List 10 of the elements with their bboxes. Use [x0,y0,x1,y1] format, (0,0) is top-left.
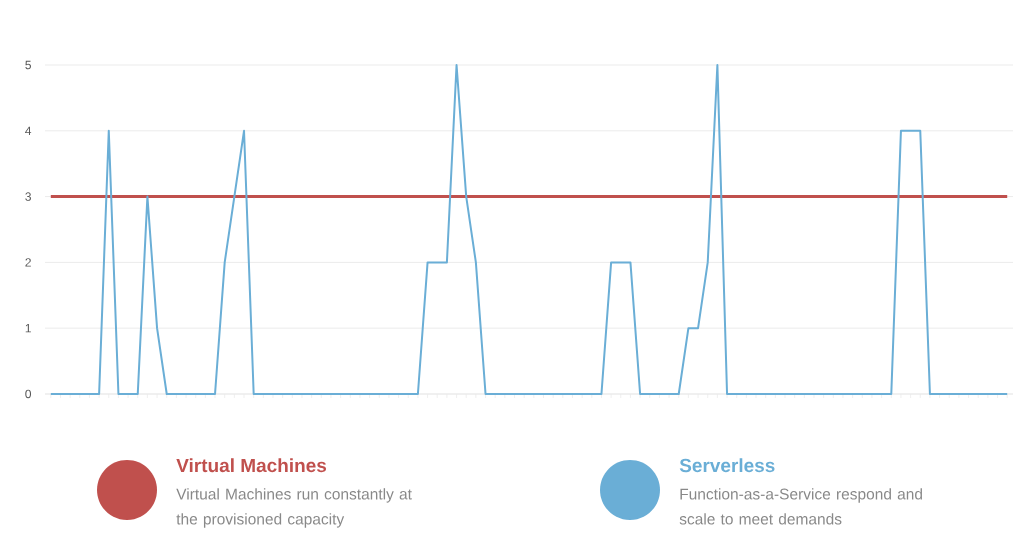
text: Function-as-a-Service respond and scale to meet demands [679,488,922,525]
text: Virtual Machines [176,458,327,473]
y-tick-label: 5 [25,60,31,70]
text: Serverless [679,458,775,473]
y-tick-label: 1 [25,324,31,333]
y-tick-label: 4 [25,126,32,135]
y-tick-label: 2 [25,258,31,267]
y-tick-label: 3 [25,192,31,201]
y-tick-label: 0 [25,389,32,399]
text: Virtual Machines run constantly at the provisioned capacity [176,488,412,528]
